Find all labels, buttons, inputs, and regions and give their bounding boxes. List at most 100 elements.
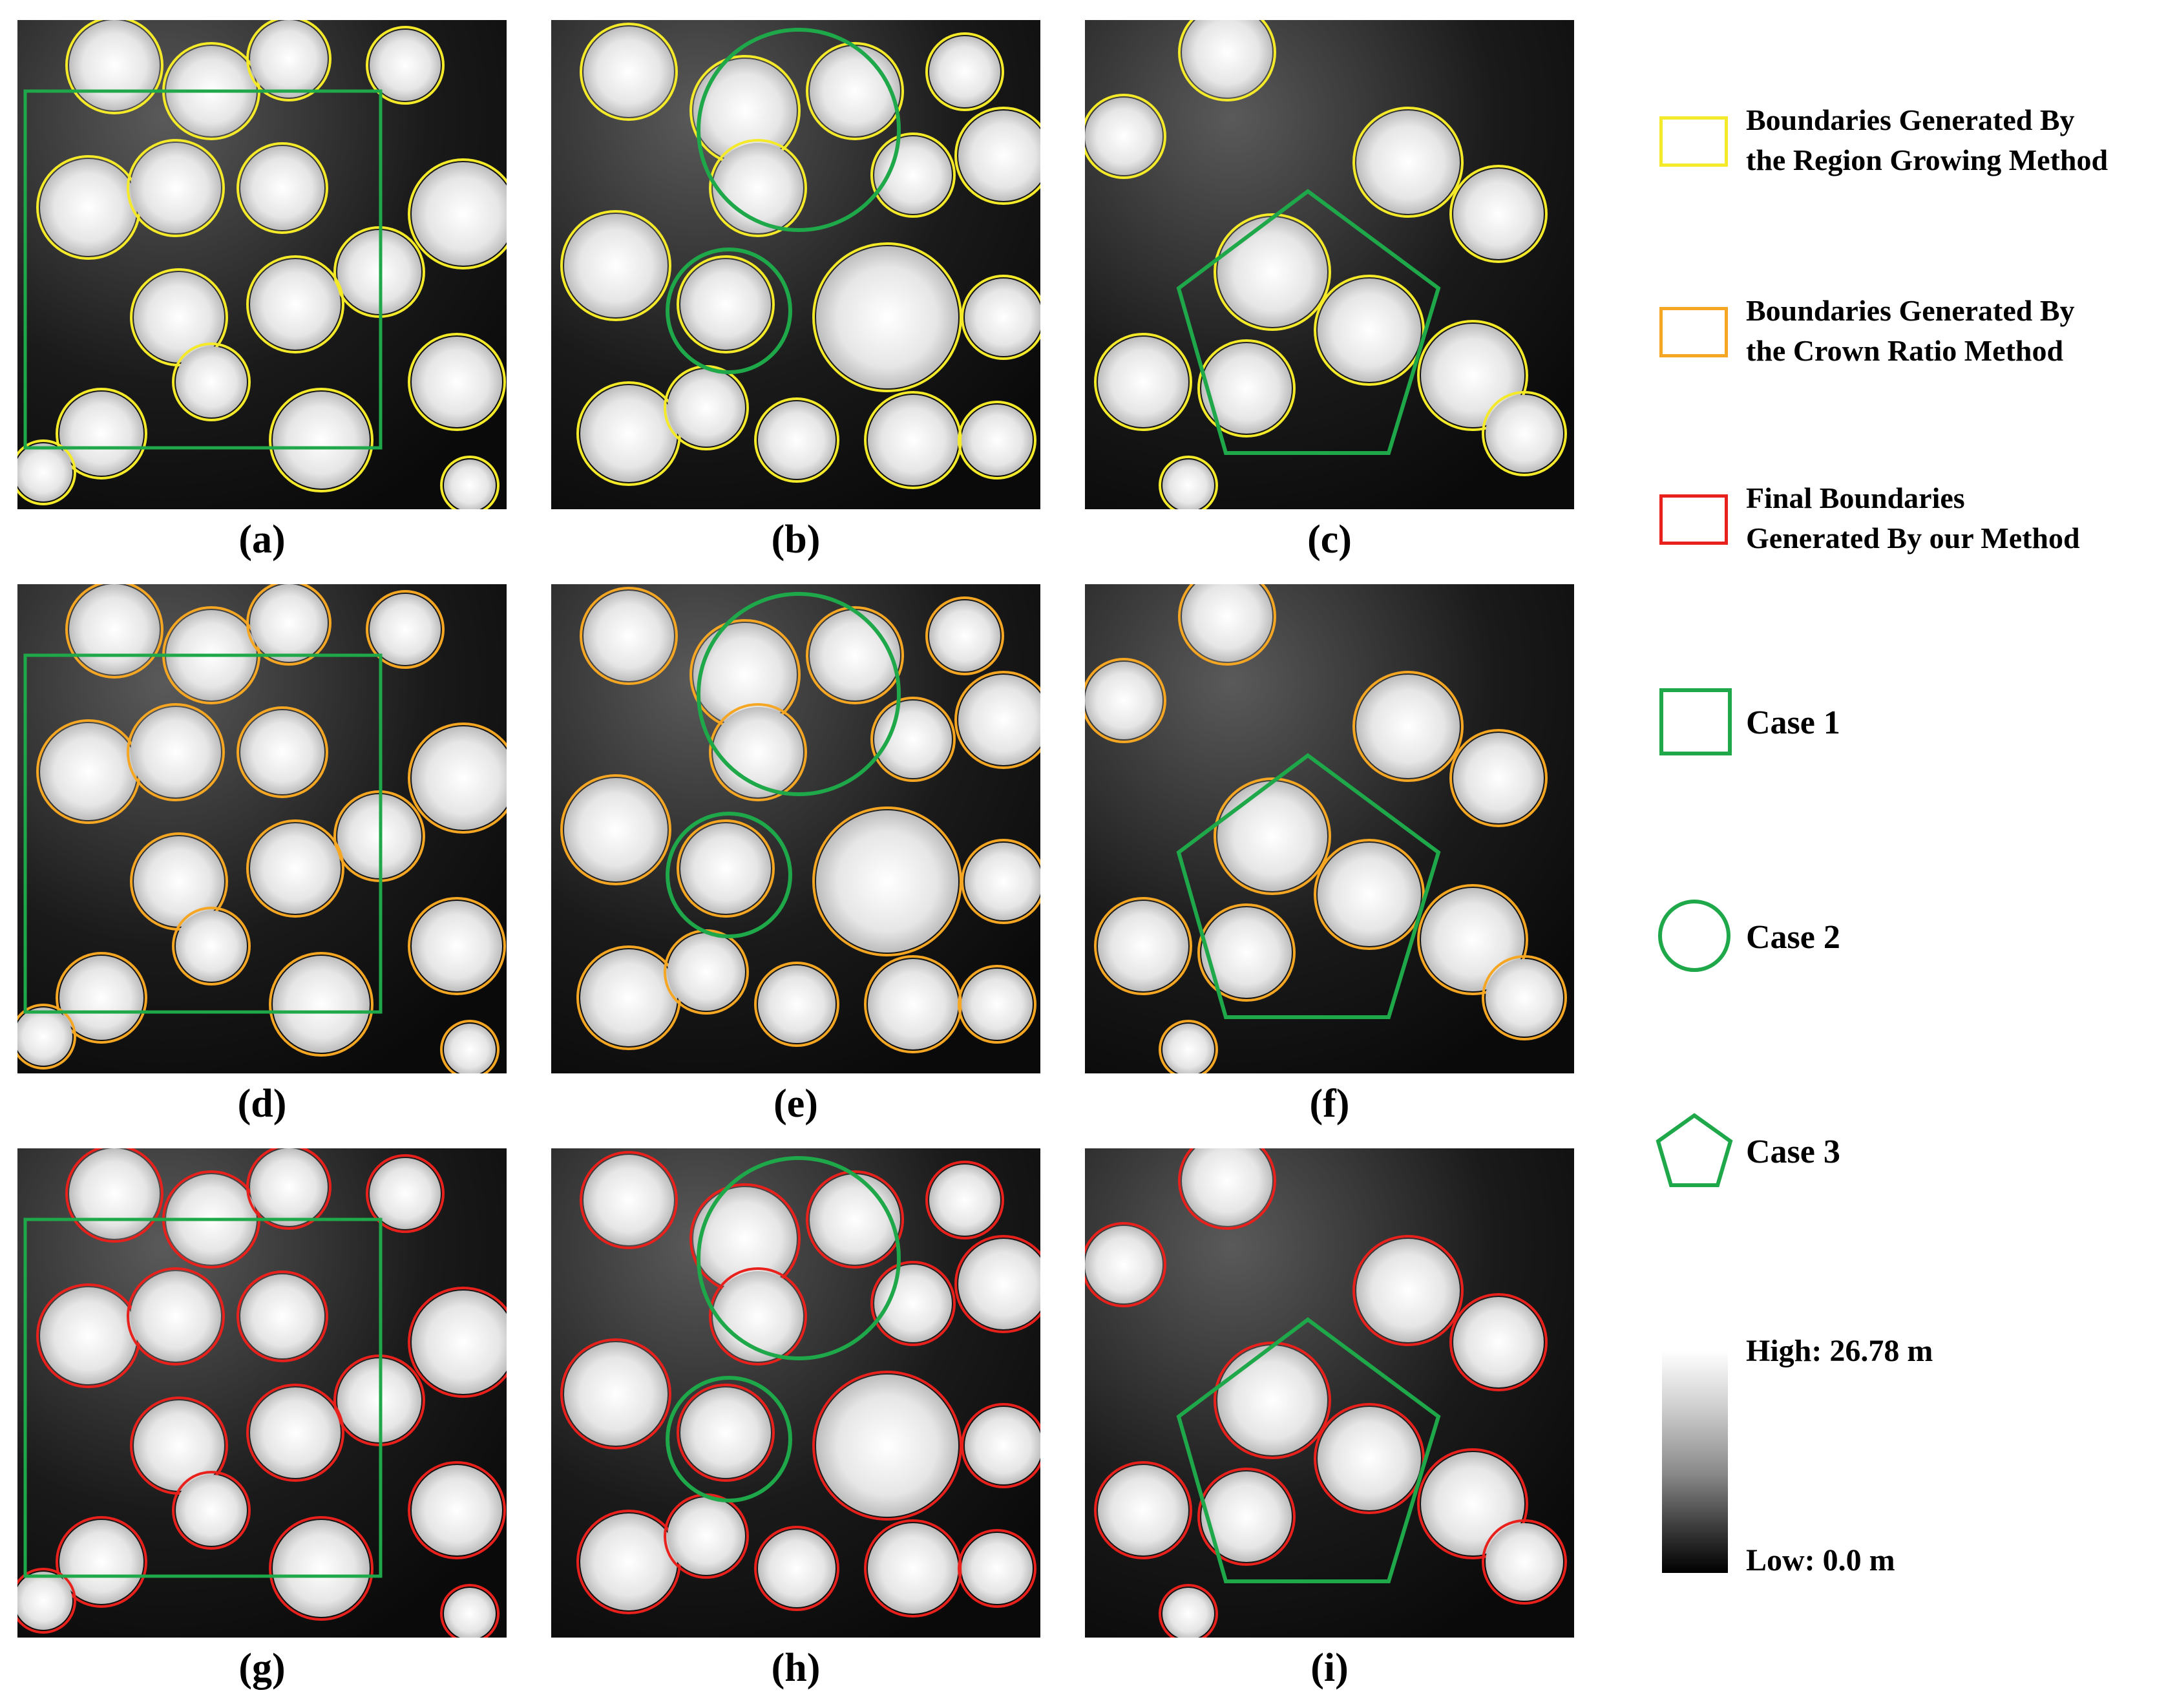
legend-final-label: Final Boundaries Generated By our Method <box>1746 478 2080 558</box>
tree-crown <box>250 1387 341 1478</box>
crown-boundary <box>1094 333 1192 431</box>
tree-crown <box>17 443 72 501</box>
tree-crown <box>584 591 674 681</box>
crown-boundary <box>1352 671 1464 782</box>
caption-i: (i) <box>1310 1646 1349 1690</box>
tree-crown <box>412 1291 507 1394</box>
caption-g: (g) <box>238 1646 286 1690</box>
pentagon-icon <box>1656 1113 1733 1187</box>
crown-boundary <box>237 142 328 234</box>
tree-crown <box>958 1239 1040 1329</box>
tree-crown <box>69 584 160 675</box>
panel-d-image <box>17 584 507 1073</box>
crown-boundary <box>864 955 962 1053</box>
panel-i <box>1085 1148 1574 1638</box>
tree-crown <box>693 59 797 162</box>
tree-crown <box>131 1271 221 1362</box>
crown-boundary <box>754 1526 839 1611</box>
tree-crown <box>444 1024 496 1073</box>
panel-f-image <box>1085 584 1574 1073</box>
tree-crown <box>273 956 370 1053</box>
tree-crown <box>816 810 958 953</box>
panel-b-image <box>551 20 1040 509</box>
crown-boundary <box>1314 275 1425 386</box>
tree-crown <box>40 159 137 256</box>
crown-boundary <box>237 706 328 798</box>
crown-boundary <box>1449 729 1548 827</box>
crown-boundary <box>17 1568 76 1634</box>
tree-crown <box>134 836 224 927</box>
panel-e <box>551 584 1040 1073</box>
tree-crown <box>1453 733 1544 823</box>
crown-boundary <box>246 1384 344 1482</box>
tree-crown <box>1182 20 1272 98</box>
crown-boundary <box>127 1267 225 1365</box>
tree-crown <box>1182 584 1272 662</box>
crown-boundary <box>246 584 331 666</box>
crown-boundary <box>580 1151 678 1249</box>
tree-crown <box>273 392 370 489</box>
crown-boundary <box>366 26 445 105</box>
crown-boundary <box>440 1584 500 1638</box>
crown-boundary <box>1352 1235 1464 1346</box>
tree-crown <box>240 1274 324 1358</box>
crown-boundary <box>17 1004 76 1070</box>
crown-boundary <box>754 397 839 483</box>
crown-boundary <box>172 1471 251 1550</box>
tree-crown <box>965 279 1040 356</box>
tree-crown <box>1182 1148 1272 1226</box>
crown-boundary <box>870 697 956 782</box>
colorbar-low-label: Low: 0.0 m <box>1746 1543 1895 1577</box>
crown-boundary <box>1482 1519 1567 1605</box>
panel-b <box>551 20 1040 509</box>
caption-e: (e) <box>773 1082 818 1126</box>
tree-crown <box>1098 337 1188 427</box>
legend-crown-ratio-label: Boundaries Generated By the Crown Ratio … <box>1746 291 2075 371</box>
tree-crown <box>758 965 836 1043</box>
tree-crown <box>962 1533 1033 1604</box>
tree-crown <box>250 20 328 98</box>
tree-crown <box>1356 111 1460 214</box>
colorbar <box>1662 1351 1728 1573</box>
legend-region-growing-line2: the Region Growing Method <box>1746 143 2109 176</box>
crown-boundary <box>954 671 1040 769</box>
tree-crown <box>758 401 836 479</box>
tree-crown <box>1453 169 1544 259</box>
panel-g <box>17 1148 507 1638</box>
caption-d: (d) <box>237 1082 287 1126</box>
crown-boundary <box>127 139 225 237</box>
tree-crown <box>1486 1523 1563 1601</box>
tree-crown <box>693 623 797 726</box>
tree-crown <box>59 1520 143 1604</box>
crown-boundary <box>1094 1461 1192 1559</box>
crown-boundary <box>580 23 678 121</box>
tree-crown <box>370 594 441 665</box>
crown-boundary <box>961 839 1040 924</box>
crown-boundary <box>1197 1468 1296 1566</box>
crown-boundary <box>65 20 163 114</box>
crown-boundary <box>408 897 506 995</box>
crown-boundary <box>1178 20 1276 101</box>
tree-crown <box>370 30 441 101</box>
caption-b: (b) <box>771 518 821 562</box>
crown-boundary <box>366 590 445 669</box>
tree-crown <box>713 707 803 797</box>
tree-crown <box>40 1287 137 1384</box>
crown-boundary <box>440 1020 500 1073</box>
crown-boundary <box>1085 1222 1166 1307</box>
tree-crown <box>1201 907 1292 998</box>
crown-boundary <box>806 42 904 140</box>
crown-boundary <box>408 722 507 834</box>
tree-crown <box>962 969 1033 1040</box>
crown-boundary <box>1482 955 1567 1040</box>
legend-case1-label: Case 1 <box>1746 704 1840 741</box>
crown-boundary <box>870 1261 956 1346</box>
tree-crown <box>868 395 958 485</box>
crown-boundary <box>677 255 775 353</box>
legend-case3-label: Case 3 <box>1746 1133 1840 1170</box>
tree-crown <box>680 259 771 350</box>
tree-crown <box>564 1342 668 1446</box>
crown-boundary <box>1314 1403 1425 1514</box>
crown-boundary <box>1417 320 1528 431</box>
panel-c <box>1085 20 1574 509</box>
